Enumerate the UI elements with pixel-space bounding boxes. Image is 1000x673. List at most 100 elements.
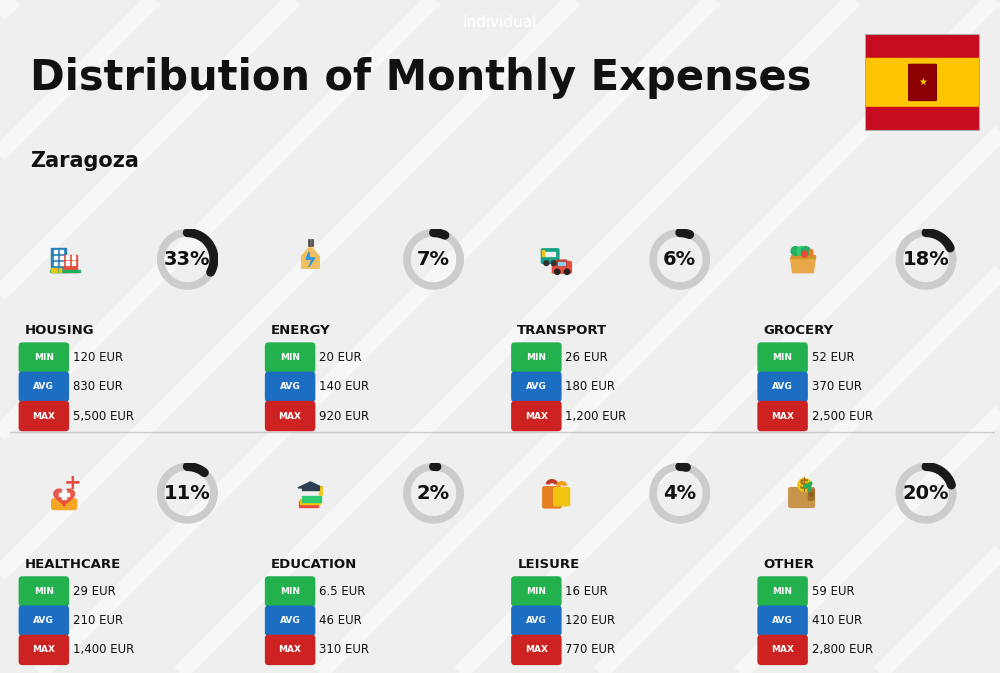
FancyBboxPatch shape xyxy=(52,499,77,509)
Text: 7%: 7% xyxy=(417,250,450,269)
FancyBboxPatch shape xyxy=(554,488,570,506)
Bar xyxy=(54,262,57,265)
Circle shape xyxy=(544,261,549,266)
Text: HEALTHCARE: HEALTHCARE xyxy=(25,558,121,571)
Bar xyxy=(72,255,75,258)
Text: Distribution of Monthly Expenses: Distribution of Monthly Expenses xyxy=(30,57,812,99)
Text: 1,200 EUR: 1,200 EUR xyxy=(565,410,627,423)
Text: AVG: AVG xyxy=(526,382,547,391)
Circle shape xyxy=(791,246,800,256)
Text: MAX: MAX xyxy=(525,411,548,421)
Text: MAX: MAX xyxy=(278,645,301,654)
FancyBboxPatch shape xyxy=(757,606,808,636)
Text: TRANSPORT: TRANSPORT xyxy=(517,324,607,337)
Text: 18%: 18% xyxy=(903,250,949,269)
FancyBboxPatch shape xyxy=(511,606,562,636)
Text: MIN: MIN xyxy=(280,587,300,596)
FancyBboxPatch shape xyxy=(511,576,562,606)
Bar xyxy=(542,250,544,256)
Bar xyxy=(558,262,562,265)
Text: EDUCATION: EDUCATION xyxy=(271,558,357,571)
Circle shape xyxy=(801,246,810,256)
FancyBboxPatch shape xyxy=(19,635,69,665)
Text: 2,800 EUR: 2,800 EUR xyxy=(812,643,873,656)
Text: ENERGY: ENERGY xyxy=(271,324,331,337)
FancyBboxPatch shape xyxy=(511,401,562,431)
Text: 52 EUR: 52 EUR xyxy=(812,351,854,364)
Bar xyxy=(300,499,320,504)
Text: MAX: MAX xyxy=(32,645,55,654)
Text: 59 EUR: 59 EUR xyxy=(812,585,854,598)
FancyBboxPatch shape xyxy=(19,401,69,431)
FancyBboxPatch shape xyxy=(543,487,561,508)
Circle shape xyxy=(797,246,806,256)
Bar xyxy=(60,250,63,254)
Text: MAX: MAX xyxy=(771,645,794,654)
Text: 210 EUR: 210 EUR xyxy=(73,614,123,627)
Text: MAX: MAX xyxy=(32,411,55,421)
Text: 4%: 4% xyxy=(663,484,696,503)
Text: AVG: AVG xyxy=(33,382,54,391)
FancyBboxPatch shape xyxy=(511,343,562,373)
Text: 6%: 6% xyxy=(663,250,696,269)
Bar xyxy=(865,58,980,107)
Bar xyxy=(51,248,66,272)
Polygon shape xyxy=(302,246,319,269)
Bar xyxy=(50,270,80,273)
Text: 120 EUR: 120 EUR xyxy=(565,614,615,627)
Text: 33%: 33% xyxy=(164,250,211,269)
Text: AVG: AVG xyxy=(280,382,300,391)
FancyBboxPatch shape xyxy=(808,489,814,500)
Text: 370 EUR: 370 EUR xyxy=(812,380,862,393)
Text: LEISURE: LEISURE xyxy=(517,558,580,571)
Text: Individual: Individual xyxy=(463,15,537,30)
Text: 16 EUR: 16 EUR xyxy=(565,585,608,598)
FancyBboxPatch shape xyxy=(19,371,69,402)
Polygon shape xyxy=(791,258,815,273)
Ellipse shape xyxy=(809,250,813,256)
Polygon shape xyxy=(298,482,323,488)
Text: MIN: MIN xyxy=(526,353,546,362)
Text: 310 EUR: 310 EUR xyxy=(319,643,369,656)
Text: 120 EUR: 120 EUR xyxy=(73,351,123,364)
Bar xyxy=(62,490,66,499)
Text: 2,500 EUR: 2,500 EUR xyxy=(812,410,873,423)
Text: Zaragoza: Zaragoza xyxy=(30,151,139,172)
Text: MAX: MAX xyxy=(525,645,548,654)
Circle shape xyxy=(551,261,556,266)
FancyBboxPatch shape xyxy=(757,635,808,665)
FancyBboxPatch shape xyxy=(557,260,567,266)
FancyBboxPatch shape xyxy=(265,401,315,431)
Text: 29 EUR: 29 EUR xyxy=(73,585,116,598)
Bar xyxy=(302,486,319,490)
FancyBboxPatch shape xyxy=(19,343,69,373)
Bar xyxy=(59,493,69,496)
Bar xyxy=(865,107,980,131)
Bar xyxy=(551,252,555,256)
Text: MIN: MIN xyxy=(34,587,54,596)
FancyBboxPatch shape xyxy=(757,401,808,431)
Bar xyxy=(51,269,54,272)
Text: AVG: AVG xyxy=(772,616,793,625)
Bar xyxy=(63,256,77,272)
FancyBboxPatch shape xyxy=(265,343,315,373)
Text: 46 EUR: 46 EUR xyxy=(319,614,362,627)
FancyBboxPatch shape xyxy=(541,249,559,263)
FancyBboxPatch shape xyxy=(757,371,808,402)
FancyBboxPatch shape xyxy=(757,576,808,606)
Text: 5,500 EUR: 5,500 EUR xyxy=(73,410,134,423)
FancyBboxPatch shape xyxy=(511,371,562,402)
Text: +: + xyxy=(64,473,82,493)
Bar xyxy=(54,250,57,254)
FancyBboxPatch shape xyxy=(19,576,69,606)
Text: MIN: MIN xyxy=(772,353,792,362)
Text: HOUSING: HOUSING xyxy=(25,324,94,337)
Text: 180 EUR: 180 EUR xyxy=(565,380,615,393)
FancyBboxPatch shape xyxy=(265,635,315,665)
Bar xyxy=(791,255,815,258)
Text: 920 EUR: 920 EUR xyxy=(319,410,369,423)
Text: MIN: MIN xyxy=(280,353,300,362)
Bar xyxy=(60,262,63,265)
Text: 26 EUR: 26 EUR xyxy=(565,351,608,364)
Text: MAX: MAX xyxy=(278,411,301,421)
